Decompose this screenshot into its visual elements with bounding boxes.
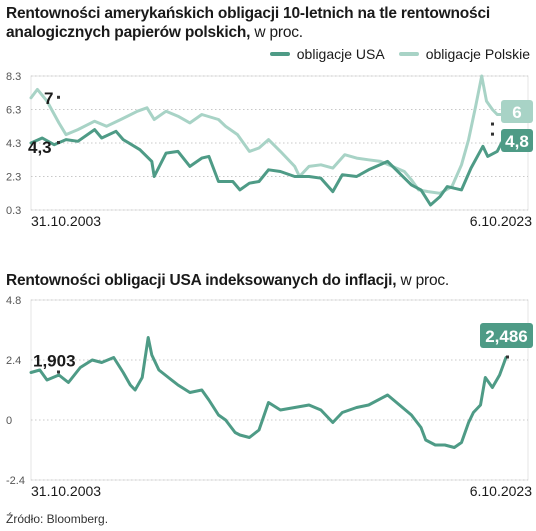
end-marker-pl — [491, 122, 494, 126]
legend-label-pl: obligacje Polskie — [425, 46, 530, 62]
start-label: 1,903 — [33, 352, 76, 371]
chart1-title: Rentowności amerykańskich obligacji 10-l… — [6, 4, 526, 42]
y-tick-label: 0 — [6, 415, 12, 427]
legend-label-usa: obligacje USA — [296, 46, 385, 62]
end-label-pl: 6 — [512, 103, 521, 122]
legend-swatch-pl — [398, 52, 419, 56]
x-end-label: 6.10.2023 — [470, 483, 532, 499]
chart2-title-text: Rentowności obligacji USA indeksowanych … — [6, 272, 397, 289]
start-marker-pl — [57, 95, 60, 99]
y-tick-label: 2.4 — [6, 355, 21, 367]
series-line-0 — [29, 128, 508, 207]
start-marker-usa — [57, 141, 60, 144]
series-line-1 — [29, 74, 508, 195]
start-label-usa: 4,3 — [28, 138, 52, 157]
y-tick-label: 4.8 — [6, 295, 21, 307]
chart1-plot: 8.3 6.3 4.3 2.3 0.3 31.10.2003 6.10.2023 7 4,3 6 4… — [6, 71, 533, 229]
end-label-usa: 4,8 — [505, 132, 529, 151]
y-tick-label: 6.3 — [6, 105, 21, 117]
chart1-title-unit: w proc. — [254, 24, 303, 41]
y-tick-label: 4.3 — [6, 138, 21, 150]
chart1-title-text: Rentowności amerykańskich obligacji 10-l… — [6, 5, 490, 41]
legend-item-usa: obligacje USA — [269, 46, 385, 62]
y-tick-label: -2.4 — [6, 475, 25, 487]
legend-swatch-usa — [269, 52, 290, 56]
start-marker — [57, 370, 60, 374]
end-badge — [480, 323, 533, 348]
source-note: Źródło: Bloomberg. — [6, 512, 109, 526]
end-badge-pl — [501, 100, 533, 123]
end-marker — [506, 355, 509, 359]
chart2-title-unit: w proc. — [400, 272, 450, 289]
chart1-legend: obligacje USA obligacje Polskie — [269, 46, 530, 62]
series-line-0 — [29, 336, 508, 449]
end-marker-usa — [491, 132, 494, 136]
start-label-pl: 7 — [44, 89, 53, 108]
legend-item-pl: obligacje Polskie — [398, 46, 530, 62]
plot-frame — [30, 299, 529, 481]
y-tick-label: 0.3 — [6, 205, 21, 217]
end-label: 2,486 — [485, 327, 528, 346]
y-tick-label: 2.3 — [6, 172, 21, 184]
x-start-label: 31.10.2003 — [31, 483, 101, 499]
chart2-title: Rentowności obligacji USA indeksowanych … — [6, 271, 526, 290]
y-tick-label: 8.3 — [6, 71, 21, 83]
end-badge-usa — [501, 129, 533, 152]
x-start-label: 31.10.2003 — [31, 213, 101, 229]
x-end-label: 6.10.2023 — [470, 213, 532, 229]
